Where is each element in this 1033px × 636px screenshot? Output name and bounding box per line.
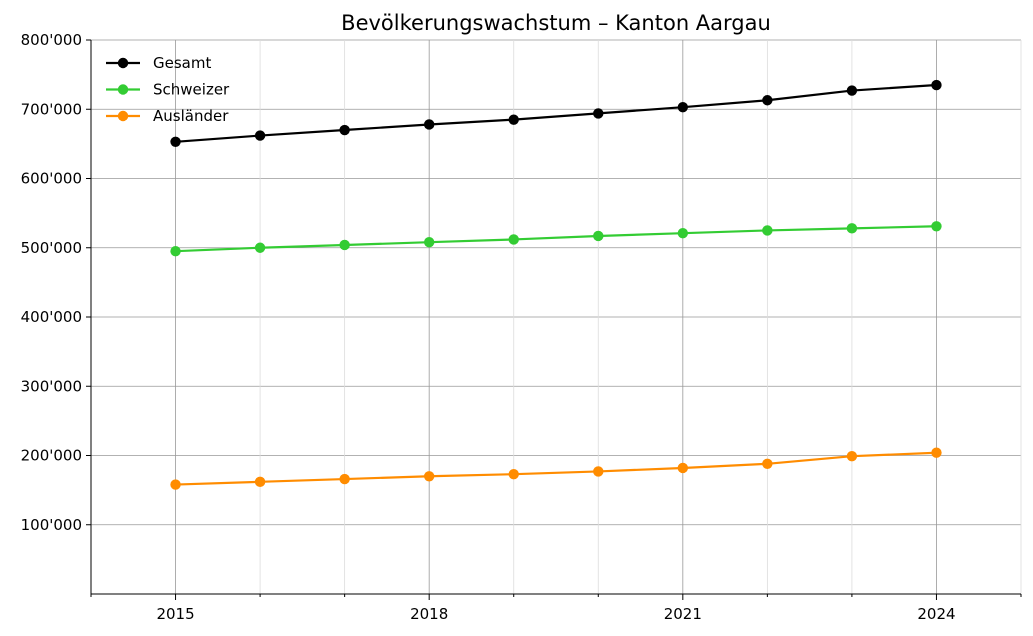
data-point: [846, 450, 858, 462]
series-layer: [170, 79, 942, 490]
x-tick-label: 2015: [156, 605, 194, 623]
data-point: [508, 468, 519, 480]
data-point: [846, 223, 858, 234]
y-tick-label: 600'000: [21, 170, 82, 188]
legend-label: Ausländer: [153, 107, 229, 125]
data-point: [677, 101, 689, 113]
legend: Gesamt Schweizer Ausländer: [106, 54, 230, 125]
data-point: [846, 85, 858, 96]
series-line: [175, 225, 937, 253]
series-line: [175, 451, 937, 486]
data-point: [931, 447, 942, 458]
data-point: [677, 228, 689, 239]
y-tick-label: 300'000: [21, 377, 82, 395]
data-point: [593, 466, 604, 477]
y-tick-label: 100'000: [21, 516, 82, 534]
data-point: [508, 234, 519, 245]
data-point: [254, 130, 266, 141]
data-point: [423, 471, 435, 482]
data-point: [593, 108, 604, 119]
x-tick-label: 2024: [917, 605, 955, 623]
data-point: [931, 79, 942, 91]
chart-title: Bevölkerungswachstum – Kanton Aargau: [341, 11, 771, 35]
data-point: [508, 114, 519, 125]
y-tick-label: 800'000: [21, 31, 82, 49]
data-point: [339, 124, 350, 136]
data-point: [677, 462, 689, 474]
legend-item-schweizer: Schweizer: [106, 81, 230, 99]
data-point: [339, 239, 350, 251]
data-point: [593, 230, 604, 242]
data-point: [170, 246, 181, 257]
series-schweizer: [170, 221, 942, 257]
legend-marker: [117, 110, 129, 122]
data-point: [170, 479, 181, 490]
data-point: [339, 473, 350, 485]
y-tick-label: 400'000: [21, 308, 82, 326]
series-line: [175, 83, 937, 143]
x-tick-label: 2021: [664, 605, 702, 623]
data-point: [170, 136, 181, 147]
legend-label: Gesamt: [153, 54, 211, 72]
x-tick-label: 2018: [410, 605, 448, 623]
data-point: [254, 476, 266, 488]
legend-item-gesamt: Gesamt: [106, 54, 211, 72]
data-point: [931, 221, 942, 232]
data-point: [762, 458, 773, 470]
legend-marker: [117, 84, 129, 95]
series-ausl-nder: [170, 447, 942, 490]
data-point: [762, 225, 773, 236]
series-gesamt: [170, 79, 942, 147]
y-tick-label: 200'000: [21, 447, 82, 465]
data-point: [423, 237, 435, 248]
data-point: [423, 119, 435, 130]
axes: 100'000 200'000 300'000 400'000 500'000 600'0…: [21, 31, 1022, 623]
y-tick-label: 500'000: [21, 239, 82, 257]
data-point: [254, 242, 266, 253]
grid: [90, 39, 1022, 594]
legend-marker: [117, 57, 129, 69]
y-tick-label: 700'000: [21, 100, 82, 118]
legend-item-ausl-nder: Ausländer: [106, 107, 229, 125]
data-point: [762, 95, 773, 106]
legend-label: Schweizer: [153, 81, 230, 99]
